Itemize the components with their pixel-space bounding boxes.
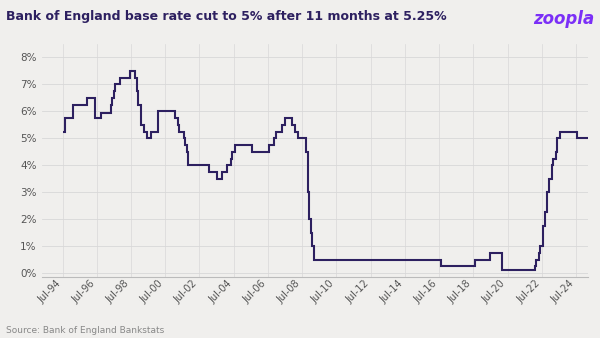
Text: Bank of England base rate cut to 5% after 11 months at 5.25%: Bank of England base rate cut to 5% afte…	[6, 10, 446, 23]
Text: zoopla: zoopla	[533, 10, 594, 28]
Text: Source: Bank of England Bankstats: Source: Bank of England Bankstats	[6, 325, 164, 335]
